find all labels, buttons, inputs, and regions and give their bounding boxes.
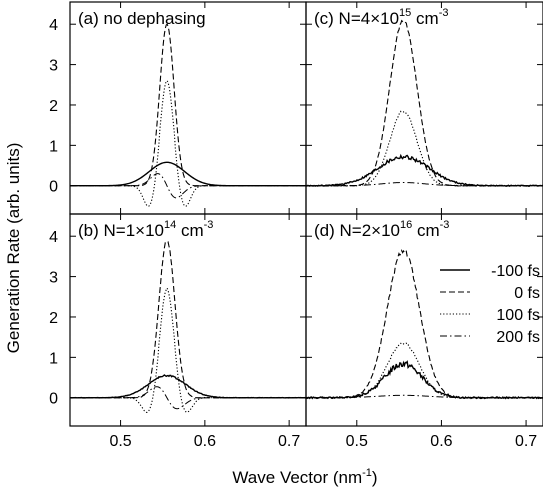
series-line-solid — [306, 153, 543, 188]
x-axis-label-main: Wave Vector (nm — [232, 468, 362, 487]
panel-c: (c) N=4×1015 cm-3 — [305, 1, 543, 215]
legend-label: 0 fs — [514, 285, 540, 302]
panel-frame — [305, 213, 543, 427]
x-tick-label: 0.5 — [346, 433, 368, 450]
series-line-dotted — [70, 286, 306, 413]
series-line-dash-dot — [70, 386, 306, 410]
series-line-dashed — [70, 240, 306, 399]
legend: -100 fs 0 fs 100 fs 200 fs — [440, 263, 540, 346]
panel-b: 0 1 2 3 4 0.5 0.6 0.7 (b) N=1×1014 cm-3 — [49, 213, 307, 450]
panel-title: (a) no dephasing — [78, 9, 206, 28]
y-tick-label: 3 — [49, 270, 58, 287]
series-line-dash-dot — [306, 394, 543, 399]
legend-label: 200 fs — [496, 329, 540, 346]
legend-label: -100 fs — [491, 263, 540, 280]
x-axis-label: Wave Vector (nm-1) — [232, 467, 377, 487]
series-line-solid — [306, 360, 543, 400]
y-tick-label: 4 — [49, 17, 58, 34]
series-line-dotted — [70, 80, 306, 207]
legend-label: 100 fs — [496, 307, 540, 324]
x-tick-label: 0.7 — [515, 433, 537, 450]
series-line-dash-dot — [306, 182, 543, 187]
series-line-dash-dot — [70, 173, 306, 199]
y-tick-label: 2 — [49, 310, 58, 327]
x-tick-label: 0.5 — [109, 433, 131, 450]
y-tick-label: 0 — [49, 179, 58, 196]
y-tick-label: 3 — [49, 58, 58, 75]
panel-a: 0 1 2 3 4 (a) no dephasing — [49, 1, 307, 215]
x-tick-label: 0.7 — [278, 433, 300, 450]
x-tick-label: 0.6 — [430, 433, 452, 450]
y-tick-label: 0 — [49, 391, 58, 408]
panel-frame — [69, 1, 307, 215]
x-tick-label: 0.6 — [194, 433, 216, 450]
panels-layer: 0 1 2 3 4 (a) no dephasing (c) N=4×1015 cm-3 0 1… — [49, 1, 543, 450]
panel-title: (b) N=1×1014 cm-3 — [78, 219, 213, 240]
series-line-dashed — [306, 19, 543, 187]
series-line-dashed — [70, 23, 306, 187]
x-axis-label-end: ) — [372, 468, 378, 487]
x-axis-label-superscript: -1 — [362, 467, 372, 479]
series-line-solid — [70, 161, 306, 187]
panel-frame — [69, 213, 307, 427]
series-line-dotted — [306, 342, 543, 399]
panel-title: (c) N=4×1015 cm-3 — [314, 7, 448, 28]
panel-d: 0.5 0.6 0.7 (d) N=2×1016 cm-3 — [305, 213, 543, 450]
y-axis-label: Generation Rate (arb. units) — [4, 143, 23, 354]
series-line-solid — [70, 374, 306, 399]
y-tick-label: 2 — [49, 98, 58, 115]
y-tick-label: 1 — [49, 138, 58, 155]
panel-frame — [305, 1, 543, 215]
y-tick-label: 1 — [49, 350, 58, 367]
y-tick-label: 4 — [49, 229, 58, 246]
series-line-dotted — [306, 110, 543, 187]
panel-title: (d) N=2×1016 cm-3 — [314, 219, 449, 240]
